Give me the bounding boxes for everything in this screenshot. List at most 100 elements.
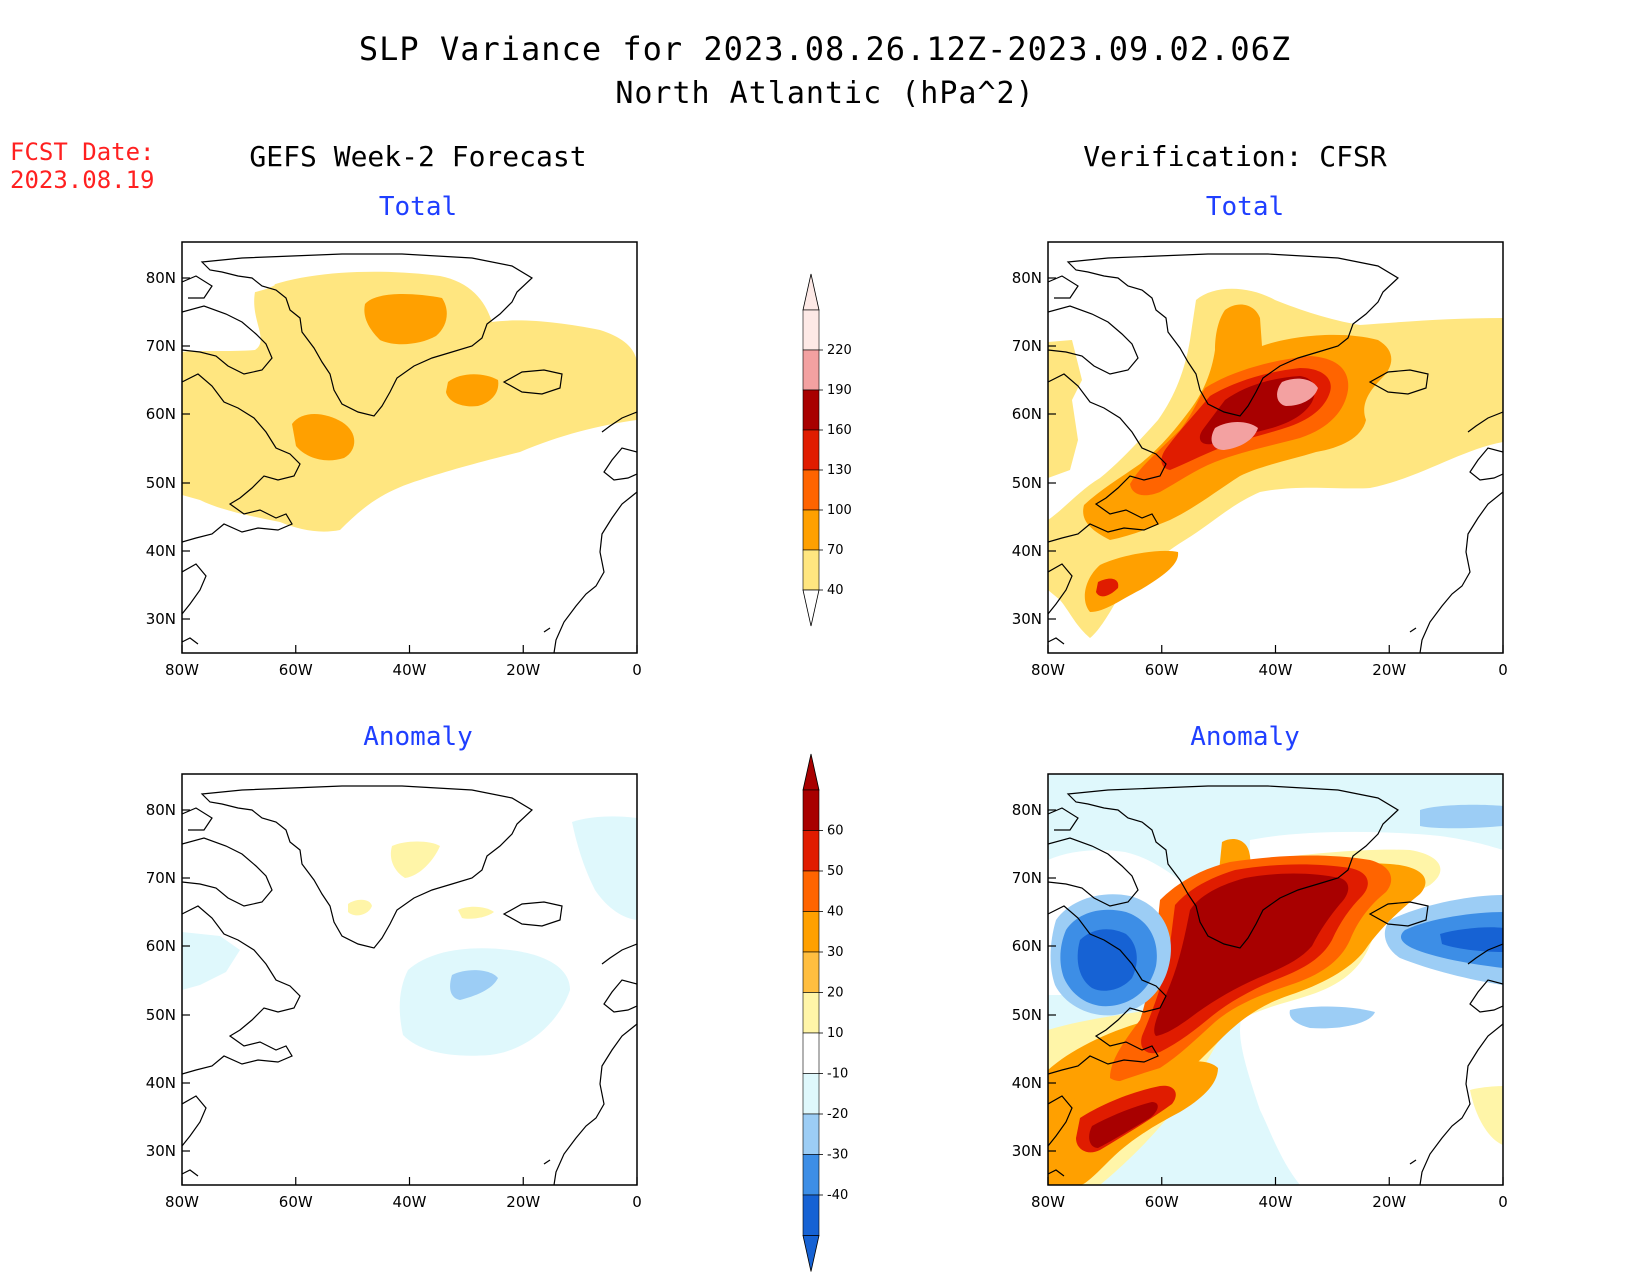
lat-label: 50N	[146, 474, 176, 492]
colorbar-label: 40	[827, 905, 844, 920]
map-forecast-anomaly	[182, 774, 637, 1185]
forecast-date-label: FCST Date: 2023.08.19	[10, 138, 155, 194]
lon-label: 80W	[165, 661, 199, 679]
colorbar-label: 60	[827, 824, 844, 839]
colorbar-label: 50	[827, 864, 844, 879]
lat-label: 80N	[146, 801, 176, 819]
colorbar-swatch	[802, 1194, 820, 1236]
colorbar-arrow-bottom	[802, 589, 820, 627]
lon-label: 0	[1498, 661, 1508, 679]
colorbar-swatch	[802, 309, 820, 351]
colorbar-swatch	[802, 1113, 820, 1155]
lat-label: 60N	[1012, 405, 1042, 423]
map-verification-total	[1048, 242, 1503, 653]
lat-label: 40N	[146, 542, 176, 560]
lon-label: 80W	[1031, 661, 1065, 679]
colorbar-swatch	[802, 1032, 820, 1074]
lon-label: 40W	[393, 661, 427, 679]
colorbar-label: -10	[827, 1067, 848, 1082]
subtitle: North Atlantic (hPa^2)	[615, 76, 1035, 111]
lon-label: 80W	[165, 1193, 199, 1211]
lon-label: 20W	[506, 1193, 540, 1211]
colorbar-swatch	[802, 830, 820, 872]
lat-label: 80N	[1012, 801, 1042, 819]
colorbar-label: 220	[827, 343, 852, 358]
lat-label: 70N	[146, 337, 176, 355]
map-forecast-total	[182, 242, 637, 653]
colorbar-label: 160	[827, 423, 852, 438]
lat-label: 70N	[1012, 337, 1042, 355]
panel-label-verification-total: Total	[1205, 192, 1285, 222]
lon-label: 40W	[1259, 661, 1293, 679]
lon-label: 0	[1498, 1193, 1508, 1211]
colorbar-swatch	[802, 911, 820, 953]
lon-label: 0	[632, 661, 642, 679]
lon-label: 60W	[1145, 661, 1179, 679]
lat-label: 60N	[146, 937, 176, 955]
colorbar-anomaly: 60 50 40 30 20 10 -10 -20 -30 -40	[802, 753, 848, 1272]
left-column-title: GEFS Week-2 Forecast	[249, 140, 587, 173]
lat-label: 40N	[1012, 542, 1042, 560]
lat-label: 80N	[146, 269, 176, 287]
colorbar-swatch	[802, 389, 820, 431]
colorbar-swatch	[802, 870, 820, 912]
lon-label: 40W	[393, 1193, 427, 1211]
colorbar-label: 130	[827, 463, 852, 478]
lat-label: 50N	[1012, 474, 1042, 492]
lat-label: 60N	[1012, 937, 1042, 955]
colorbar-swatch	[802, 1073, 820, 1115]
colorbar-swatch	[802, 992, 820, 1034]
lat-label: 40N	[146, 1074, 176, 1092]
colorbar-arrow-top	[802, 753, 820, 791]
panel-label-forecast-anomaly: Anomaly	[363, 722, 473, 752]
lat-label: 30N	[146, 610, 176, 628]
colorbar-label: -20	[827, 1107, 848, 1122]
colorbar-swatch	[802, 549, 820, 591]
lon-label: 20W	[1372, 1193, 1406, 1211]
colorbar-label: 190	[827, 383, 852, 398]
colorbar-total: 220 190 160 130 100 70 40	[802, 273, 852, 627]
lon-label: 40W	[1259, 1193, 1293, 1211]
lat-label: 30N	[146, 1142, 176, 1160]
main-title: SLP Variance for 2023.08.26.12Z-2023.09.…	[358, 30, 1292, 68]
colorbar-swatch	[802, 429, 820, 471]
lat-label: 80N	[1012, 269, 1042, 287]
colorbar-swatch	[802, 349, 820, 391]
colorbar-label: 10	[827, 1026, 844, 1041]
colorbar-swatch	[802, 951, 820, 993]
right-column-title: Verification: CFSR	[1083, 140, 1387, 173]
lat-label: 50N	[1012, 1006, 1042, 1024]
colorbar-swatch	[802, 509, 820, 551]
lat-label: 50N	[146, 1006, 176, 1024]
colorbar-swatch	[802, 789, 820, 831]
colorbar-label: 70	[827, 543, 844, 558]
colorbar-label: 30	[827, 945, 844, 960]
lon-label: 60W	[279, 661, 313, 679]
colorbar-label: 40	[827, 583, 844, 598]
panel-label-forecast-total: Total	[378, 192, 458, 222]
lat-label: 70N	[146, 869, 176, 887]
colorbar-swatch	[802, 1154, 820, 1196]
lat-label: 30N	[1012, 1142, 1042, 1160]
lon-label: 60W	[279, 1193, 313, 1211]
lat-label: 60N	[146, 405, 176, 423]
colorbar-label: -30	[827, 1148, 848, 1163]
lon-label: 20W	[506, 661, 540, 679]
lon-label: 60W	[1145, 1193, 1179, 1211]
lat-label: 30N	[1012, 610, 1042, 628]
lat-label: 70N	[1012, 869, 1042, 887]
forecast-date-caption: FCST Date:	[10, 138, 155, 166]
lon-label: 20W	[1372, 661, 1406, 679]
lon-label: 80W	[1031, 1193, 1065, 1211]
colorbar-arrow-top	[802, 273, 820, 311]
colorbar-arrow-bottom	[802, 1235, 820, 1272]
axes-layer: 80N 70N 60N 50N 40N 30N 80W 60W 40W 20W 0 80N 70N 60N…	[146, 269, 1508, 1211]
panel-label-verification-anomaly: Anomaly	[1190, 722, 1300, 752]
map-verification-anomaly	[1048, 774, 1503, 1185]
lat-label: 40N	[1012, 1074, 1042, 1092]
colorbar-label: -40	[827, 1188, 848, 1203]
lon-label: 0	[632, 1193, 642, 1211]
colorbar-swatch	[802, 469, 820, 511]
colorbar-label: 100	[827, 503, 852, 518]
